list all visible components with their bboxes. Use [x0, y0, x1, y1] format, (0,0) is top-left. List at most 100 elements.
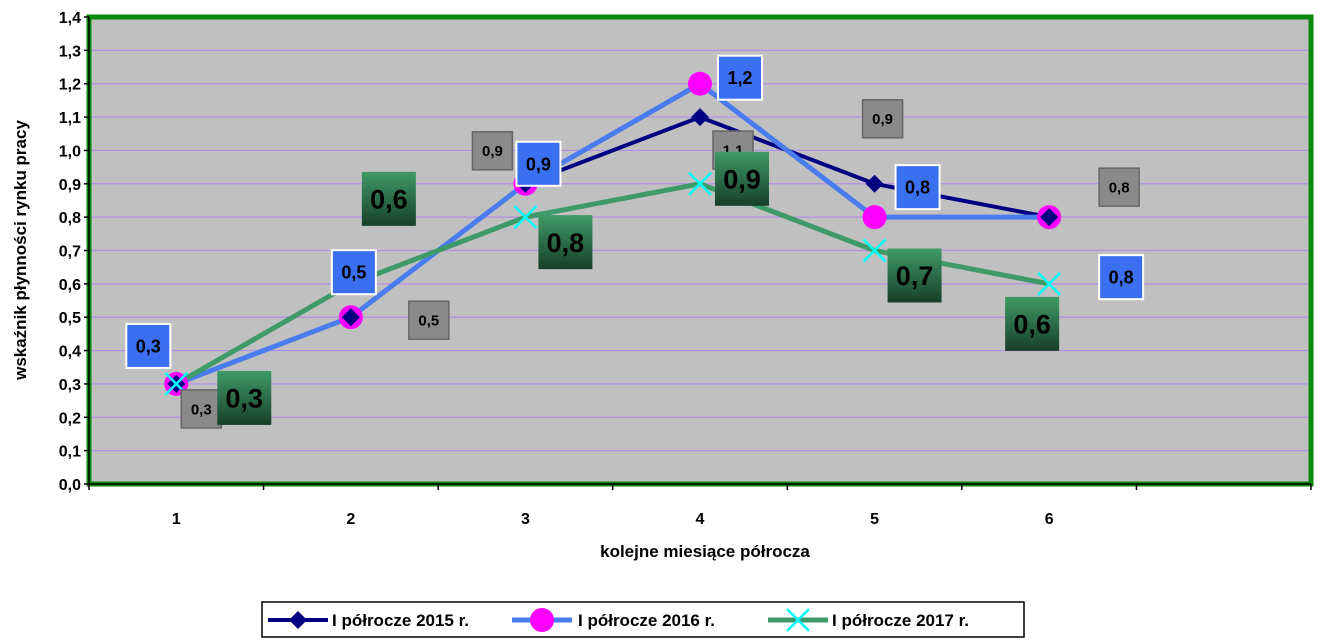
x-axis-title: kolejne miesiące półrocza [600, 542, 810, 561]
x-tick-label: 4 [696, 511, 705, 528]
data-point [1037, 271, 1062, 296]
y-tick-label: 1,2 [59, 77, 81, 94]
y-tick-label: 1,3 [59, 43, 81, 60]
legend-label: I półrocze 2016 r. [578, 611, 715, 630]
marker-stroke [164, 372, 189, 396]
data-label-text: 0,8 [905, 178, 930, 198]
y-axis-title: wskaźnik płynności rynku pracy [11, 120, 30, 381]
y-tick-label: 1,1 [59, 110, 81, 127]
data-label: 1,2 [717, 54, 763, 101]
y-tick-label: 0,8 [59, 210, 81, 227]
data-label-text: 0,3 [136, 336, 161, 356]
legend-label: I półrocze 2017 r. [832, 611, 969, 630]
y-tick-label: 0,1 [59, 444, 81, 461]
series-line [175, 81, 1050, 387]
legend-entry: I półrocze 2017 r. [768, 608, 969, 632]
data-label-text: 0,8 [1109, 180, 1130, 197]
data-point [691, 108, 709, 127]
data-label: 0,6 [361, 171, 416, 226]
data-label: 0,9 [715, 151, 769, 206]
y-tick-label: 0,3 [59, 377, 81, 394]
data-label: 0,6 [1005, 296, 1060, 351]
data-label: 0,8 [538, 215, 593, 270]
data-point [341, 308, 360, 327]
data-label: 0,3 [180, 389, 223, 429]
data-label-text: 0,9 [526, 154, 551, 174]
data-label-box [1005, 296, 1060, 351]
data-point [688, 71, 712, 96]
legend: I półrocze 2015 r. I półrocze 2016 r. I pó… [261, 601, 1025, 638]
y-tick-label: 0,4 [59, 344, 81, 361]
y-tick-label: 0,2 [59, 410, 81, 427]
legend-label: I półrocze 2015 r. [332, 611, 469, 630]
y-tick-label: 0,9 [59, 177, 81, 194]
data-label-text: 0,3 [226, 384, 264, 414]
data-label: 0,9 [471, 131, 514, 171]
marker-stroke [513, 205, 538, 230]
legend-marker [289, 611, 307, 629]
data-label: 0,8 [894, 164, 941, 211]
x-tick-label: 5 [870, 511, 879, 528]
data-label-box [538, 215, 593, 270]
y-tick-label: 1,4 [59, 10, 81, 27]
x-tick-label: 1 [172, 511, 181, 528]
data-label-text: 0,7 [896, 261, 934, 291]
data-label: 0,3 [217, 370, 272, 425]
data-label-text: 0,9 [482, 143, 503, 160]
data-label: 0,5 [408, 300, 450, 340]
data-label-box [1098, 167, 1140, 207]
data-label-box [715, 151, 769, 206]
data-label: 0,8 [1098, 254, 1145, 301]
data-label-box [887, 248, 942, 303]
y-tick-label: 1,0 [59, 143, 81, 160]
data-label-box [180, 389, 223, 429]
data-label-box [361, 171, 416, 226]
data-label-text: 1,2 [727, 68, 752, 88]
data-point [688, 171, 712, 196]
marker-stroke [1037, 271, 1062, 296]
data-label-text: 0,6 [370, 185, 408, 215]
x-axis: 1 2 3 4 5 6 [88, 483, 1312, 528]
data-point [862, 238, 887, 263]
x-tick-label: 6 [1045, 511, 1054, 528]
data-label-text: 0,6 [1013, 310, 1051, 340]
legend-entry: I półrocze 2016 r. [512, 608, 715, 632]
data-label-text: 0,8 [547, 228, 585, 258]
data-label-box [717, 54, 763, 101]
data-label-box [515, 140, 562, 187]
data-label-text: 0,5 [418, 313, 439, 330]
y-tick-label: 0,7 [59, 244, 81, 261]
data-labels: 0,30,50,9 1,10,90,80,30,50,91,20,80,80,30… [125, 54, 1145, 429]
data-label-box [330, 249, 377, 296]
data-label: 0,8 [1098, 167, 1140, 207]
data-label: 0,9 [861, 99, 904, 139]
data-label: 0,5 [330, 249, 377, 296]
legend-marker [786, 608, 810, 632]
data-label: 0,7 [887, 248, 942, 303]
marker-stroke [862, 238, 887, 263]
data-label-box [471, 131, 514, 171]
data-label-box [125, 322, 172, 369]
legend-entry: I półrocze 2015 r. [268, 611, 469, 630]
data-label-text: 0,9 [872, 111, 893, 128]
x-tick-label: 3 [521, 511, 530, 528]
legend-marker [530, 608, 554, 632]
y-tick-label: 0,5 [59, 310, 81, 327]
data-label-text: 0,5 [341, 263, 366, 283]
data-label-box [1098, 254, 1145, 301]
data-label-box [861, 99, 904, 139]
data-point [862, 205, 887, 230]
data-label: 0,9 [515, 140, 562, 187]
y-tick-label: 0,0 [59, 477, 81, 494]
marker-stroke [786, 608, 810, 632]
data-point [865, 174, 884, 193]
data-point [513, 205, 538, 230]
y-tick-label: 0,6 [59, 277, 81, 294]
data-label-box [217, 370, 272, 425]
data-label-box [894, 164, 941, 211]
data-label-text: 0,9 [723, 165, 761, 195]
y-axis: 0,0 0,1 0,2 0,3 0,4 0,5 0,6 0,7 0,8 0,9 1,0 1,1 1,2 1… [59, 10, 90, 494]
marker-stroke [688, 171, 712, 196]
legend-frame [261, 601, 1025, 638]
